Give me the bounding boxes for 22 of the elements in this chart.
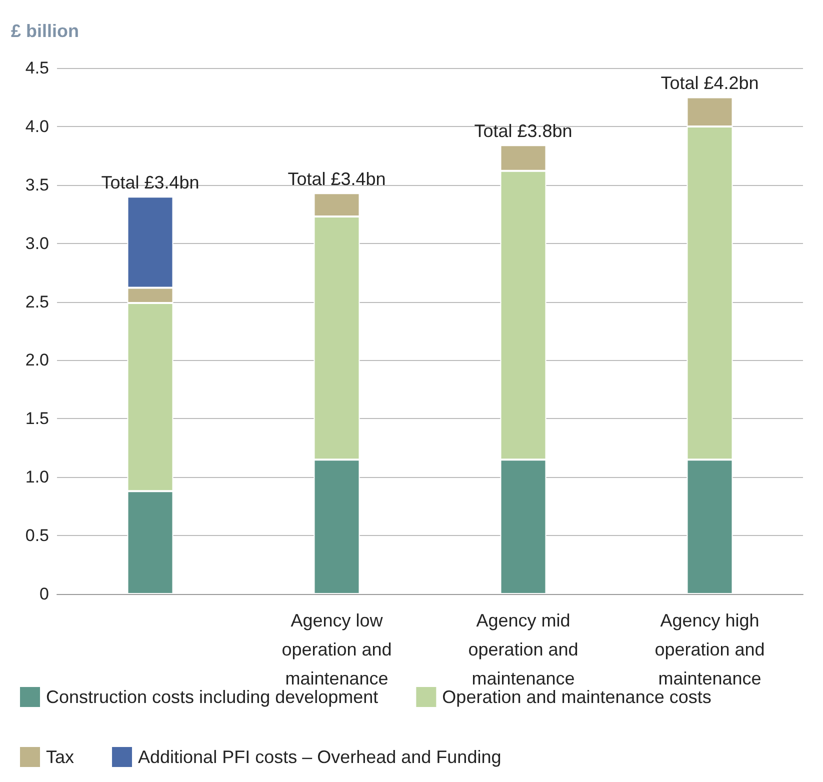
legend-label: Tax <box>46 747 74 767</box>
legend-label: Operation and maintenance costs <box>442 687 712 707</box>
y-tick-label: 0 <box>40 584 49 604</box>
legend-label: Additional PFI costs – Overhead and Funding <box>138 747 502 767</box>
x-tick-label: Agency high operation and maintenance <box>654 610 765 688</box>
y-axis-title: £ billion <box>11 21 80 41</box>
total-label: Total £4.2bn <box>660 73 759 94</box>
total-label: Total £3.4bn <box>101 172 200 193</box>
y-tick-label: 0.5 <box>25 526 49 546</box>
y-tick-label: 1.5 <box>25 409 49 428</box>
y-tick-label: 2.5 <box>25 292 49 312</box>
y-tick-label: 1.0 <box>25 468 49 487</box>
y-tick-label: 4.5 <box>25 58 49 78</box>
x-tick-label: Agency mid operation and maintenance <box>468 610 578 688</box>
legend-label: Construction costs including development <box>46 687 378 707</box>
y-tick-label: 3.5 <box>25 175 49 194</box>
y-tick-label: 2.0 <box>25 350 49 370</box>
y-tick-label: 3.0 <box>25 234 49 253</box>
x-tick-label: Agency low operation and maintenance <box>282 610 392 688</box>
y-tick-label: 4.0 <box>25 116 49 136</box>
total-label: Total £3.4bn <box>288 169 386 190</box>
total-label: Total £3.8bn <box>474 121 572 142</box>
